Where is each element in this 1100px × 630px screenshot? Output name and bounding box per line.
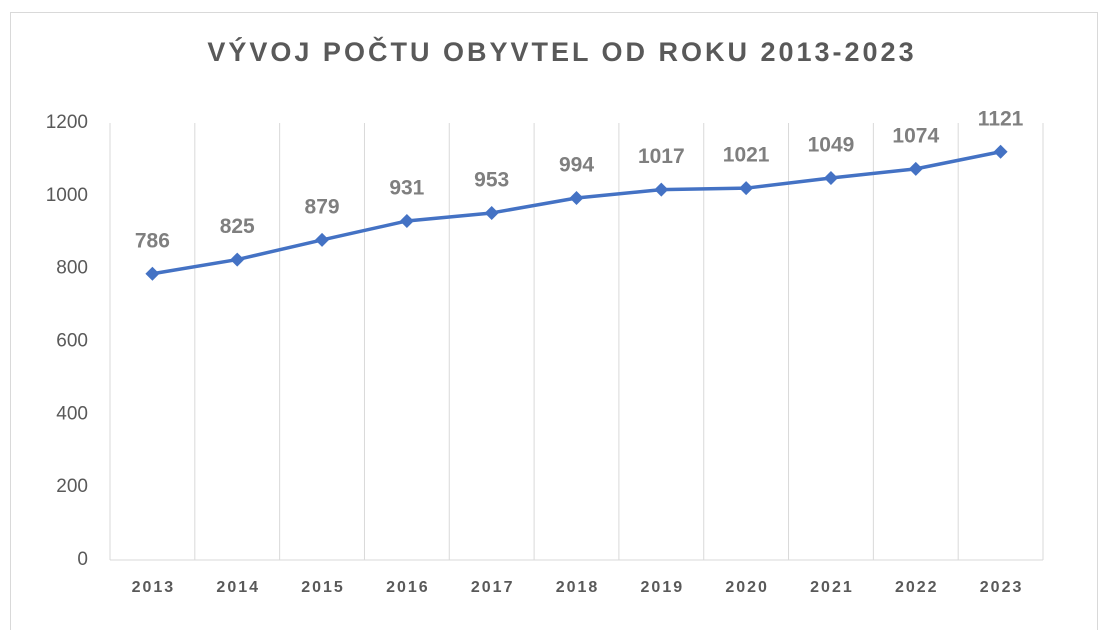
x-tick-label: 2020 <box>725 579 769 596</box>
data-label: 1074 <box>892 124 939 147</box>
x-tick-label: 2021 <box>810 579 854 596</box>
data-point <box>654 182 669 197</box>
data-point <box>230 252 245 267</box>
data-point <box>993 144 1008 159</box>
y-tick-label: 800 <box>56 258 88 279</box>
x-tick-label: 2014 <box>216 579 260 596</box>
x-tick-label: 2015 <box>301 579 345 596</box>
y-tick-label: 600 <box>56 331 88 352</box>
y-tick-label: 1200 <box>46 112 88 133</box>
data-point <box>823 170 838 185</box>
x-tick-label: 2019 <box>641 579 685 596</box>
data-label: 931 <box>389 177 424 200</box>
data-point <box>145 266 160 281</box>
data-label: 1049 <box>808 134 855 157</box>
data-point <box>908 161 923 176</box>
data-label: 1021 <box>723 144 770 167</box>
data-label: 786 <box>135 229 170 252</box>
data-label: 879 <box>305 195 340 218</box>
x-tick-label: 2022 <box>895 579 939 596</box>
data-point <box>739 181 754 196</box>
x-tick-label: 2023 <box>980 579 1024 596</box>
y-tick-label: 400 <box>56 403 88 424</box>
y-tick-label: 1000 <box>46 185 88 206</box>
data-label: 1121 <box>978 107 1024 130</box>
data-point <box>315 232 330 247</box>
y-tick-label: 0 <box>77 549 88 570</box>
data-label: 994 <box>559 154 594 177</box>
x-tick-label: 2013 <box>132 579 176 596</box>
x-tick-label: 2018 <box>556 579 600 596</box>
x-tick-label: 2016 <box>386 579 430 596</box>
data-label: 825 <box>220 215 255 238</box>
data-point <box>569 191 584 206</box>
x-tick-label: 2017 <box>471 579 515 596</box>
y-tick-label: 200 <box>56 476 88 497</box>
data-label: 1017 <box>638 145 685 168</box>
data-point <box>484 205 499 220</box>
chart-title: VÝVOJ POČTU OBYVTEL OD ROKU 2013-2023 <box>207 36 916 67</box>
chart-frame <box>10 12 1098 630</box>
data-point <box>399 213 414 228</box>
data-label: 953 <box>474 168 509 191</box>
